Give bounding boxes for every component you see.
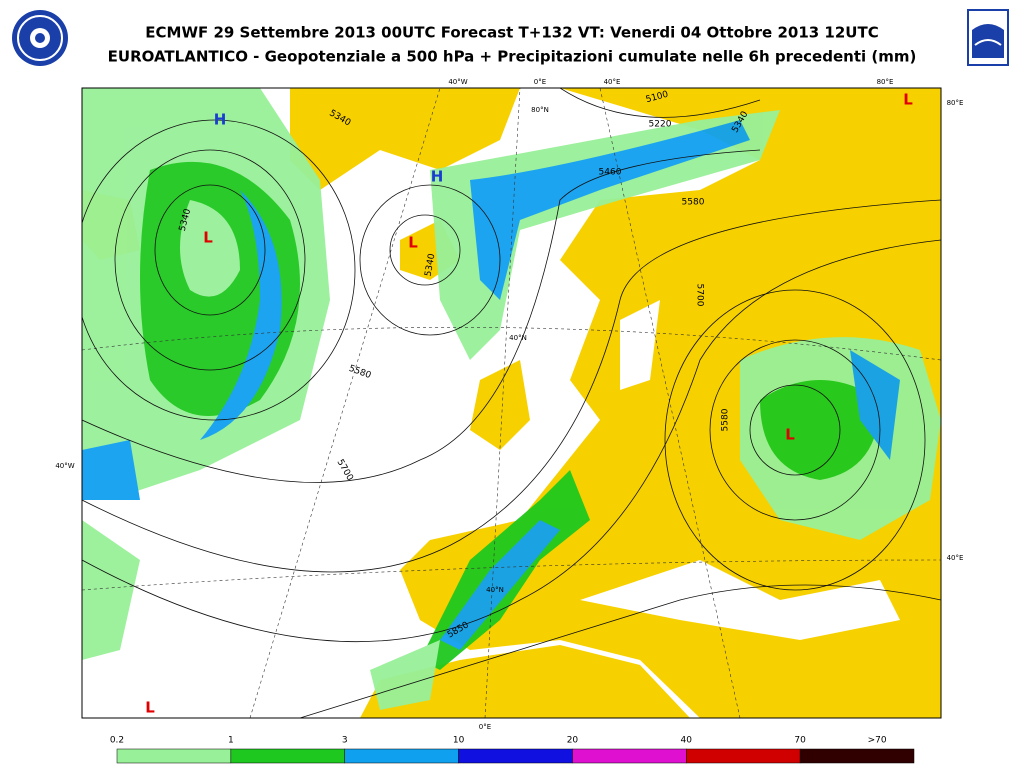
- contour-label: 5340: [424, 253, 438, 278]
- pressure-center: L: [785, 426, 795, 444]
- legend-swatch: [116, 748, 232, 764]
- legend-label: >70: [868, 736, 887, 746]
- contour-label: 5460: [599, 168, 622, 178]
- grid-label: 40°E: [604, 78, 621, 86]
- grid-label: 40°E: [947, 554, 964, 562]
- legend-label: 1: [228, 736, 234, 746]
- grid-label: 80°N: [531, 106, 549, 114]
- grid-label: 40°W: [448, 78, 467, 86]
- grid-label: 80°E: [947, 99, 964, 107]
- legend-swatch: [230, 748, 345, 764]
- legend-swatch: [344, 748, 459, 764]
- pressure-center: L: [903, 91, 913, 109]
- contour-label: 5580: [682, 198, 705, 208]
- map: [82, 88, 941, 718]
- legend-label: 70: [794, 736, 806, 746]
- contour-label: 5220: [649, 120, 672, 130]
- contour-label: 5580: [721, 408, 731, 431]
- grid-label: 0°E: [534, 78, 546, 86]
- legend-swatch: [686, 748, 801, 764]
- pressure-center: H: [431, 168, 444, 186]
- logo-left: [12, 10, 68, 66]
- legend-label: 3: [342, 736, 348, 746]
- pressure-center: L: [408, 234, 418, 252]
- pressure-center: H: [214, 111, 227, 129]
- legend-swatch: [572, 748, 687, 764]
- contour-label: 5700: [695, 284, 705, 307]
- legend-swatch: [458, 748, 573, 764]
- legend-label: 10: [453, 736, 465, 746]
- map-frame: [81, 87, 942, 719]
- grid-label: 80°E: [877, 78, 894, 86]
- grid-label: 40°W: [55, 462, 74, 470]
- legend-swatch: [799, 748, 915, 764]
- logo-right: [967, 9, 1009, 66]
- pressure-center: L: [203, 229, 213, 247]
- legend-label: 20: [567, 736, 579, 746]
- subtitle: EUROATLANTICO - Geopotenziale a 500 hPa …: [108, 48, 917, 66]
- grid-label: 40°N: [509, 334, 527, 342]
- legend-label: 40: [681, 736, 693, 746]
- grid-label: 40°N: [486, 586, 504, 594]
- grid-label: 0°E: [479, 723, 491, 731]
- legend-label: 0.2: [110, 736, 124, 746]
- pressure-center: L: [145, 699, 155, 717]
- title: ECMWF 29 Settembre 2013 00UTC Forecast T…: [145, 24, 878, 42]
